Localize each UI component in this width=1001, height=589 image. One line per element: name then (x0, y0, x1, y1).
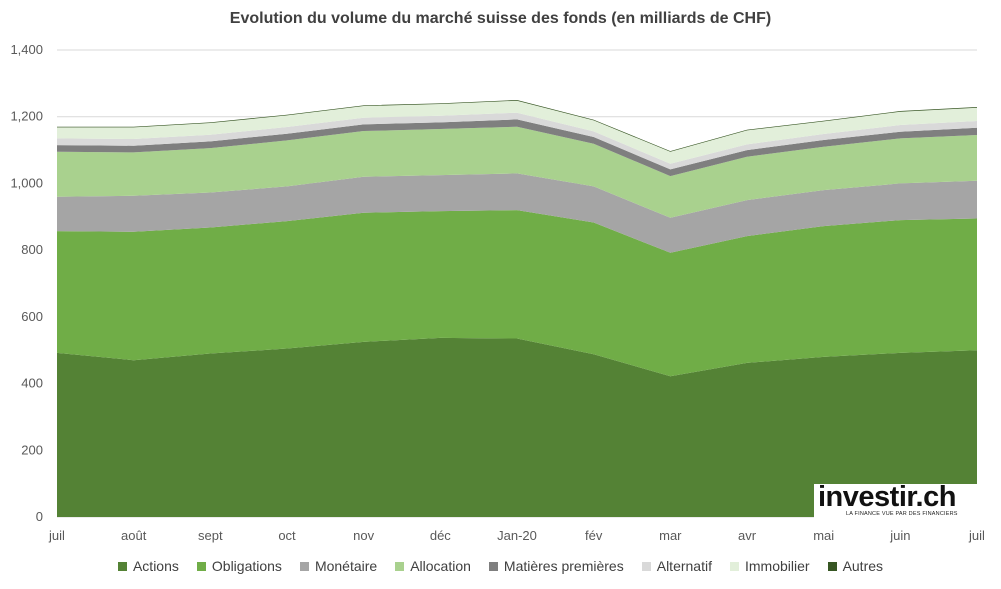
legend-swatch (117, 561, 127, 571)
area-actions (57, 337, 977, 517)
legend-swatch (299, 561, 309, 571)
chart-title: Evolution du volume du marché suisse des… (229, 10, 772, 27)
legend-item: Actions (117, 558, 179, 574)
x-tick-label: juil (968, 528, 985, 543)
legend-item: Alternatif (641, 558, 712, 574)
legend-item: Obligations (196, 558, 282, 574)
legend-label: Actions (132, 558, 179, 574)
legend-item: Autres (827, 558, 884, 574)
y-tick-label: 200 (21, 442, 43, 457)
legend-item: Matières premières (488, 558, 624, 574)
area-allocation (57, 126, 977, 218)
area-alternatif (57, 112, 977, 170)
legend-label: Matières premières (503, 558, 624, 574)
y-tick-label: 1,200 (10, 109, 43, 124)
legend-label: Allocation (410, 558, 471, 574)
legend-item: Immobilier (729, 558, 810, 574)
x-tick-label: juil (48, 528, 65, 543)
area-mati-res-premi-res (57, 119, 977, 177)
x-axis-tick-labels: juil août sept oct nov déc Jan-20 fév mar avr mai j… (48, 528, 985, 543)
investir-logo: investir.ch LA FINANCE VUE PAR DES FINAN… (814, 481, 977, 520)
legend-item: Allocation (395, 558, 471, 574)
x-tick-label: août (121, 528, 147, 543)
area-mon-taire (57, 173, 977, 253)
series-areas (57, 100, 977, 517)
legend-label: Immobilier (744, 558, 810, 574)
x-tick-label: juin (889, 528, 910, 543)
x-tick-label: mar (659, 528, 682, 543)
legend-label: Alternatif (656, 558, 712, 574)
legend-swatch (196, 561, 206, 571)
legend-label: Autres (842, 558, 884, 574)
y-tick-label: 1,000 (10, 175, 43, 190)
legend-swatch (827, 561, 837, 571)
area-immobilier (57, 100, 977, 164)
x-tick-label: Jan-20 (497, 528, 537, 543)
x-tick-label: avr (738, 528, 757, 543)
legend-item: Monétaire (299, 558, 378, 574)
y-tick-label: 400 (21, 376, 43, 391)
legend-swatch (395, 561, 405, 571)
legend-label: Obligations (211, 558, 282, 574)
legend-label: Monétaire (314, 558, 378, 574)
x-tick-label: nov (353, 528, 374, 543)
legend-swatch (488, 561, 498, 571)
legend: Actions Obligations Monétaire Allocation Mat… (0, 558, 1001, 574)
x-tick-label: fév (585, 528, 603, 543)
y-axis-tick-labels: 0 200 400 600 800 1,000 1,200 1,400 (10, 42, 43, 524)
y-tick-label: 1,400 (10, 42, 43, 57)
area-obligations (57, 210, 977, 377)
legend-swatch (641, 561, 651, 571)
logo-wordmark: investir.ch (818, 481, 956, 513)
y-tick-label: 600 (21, 309, 43, 324)
x-tick-label: mai (813, 528, 834, 543)
y-tick-label: 0 (36, 509, 43, 524)
x-tick-label: oct (278, 528, 296, 543)
x-tick-label: sept (198, 528, 223, 543)
x-tick-label: déc (430, 528, 451, 543)
y-tick-label: 800 (21, 242, 43, 257)
legend-swatch (729, 561, 739, 571)
logo-tagline: LA FINANCE VUE PAR DES FINANCIERS (846, 511, 958, 517)
